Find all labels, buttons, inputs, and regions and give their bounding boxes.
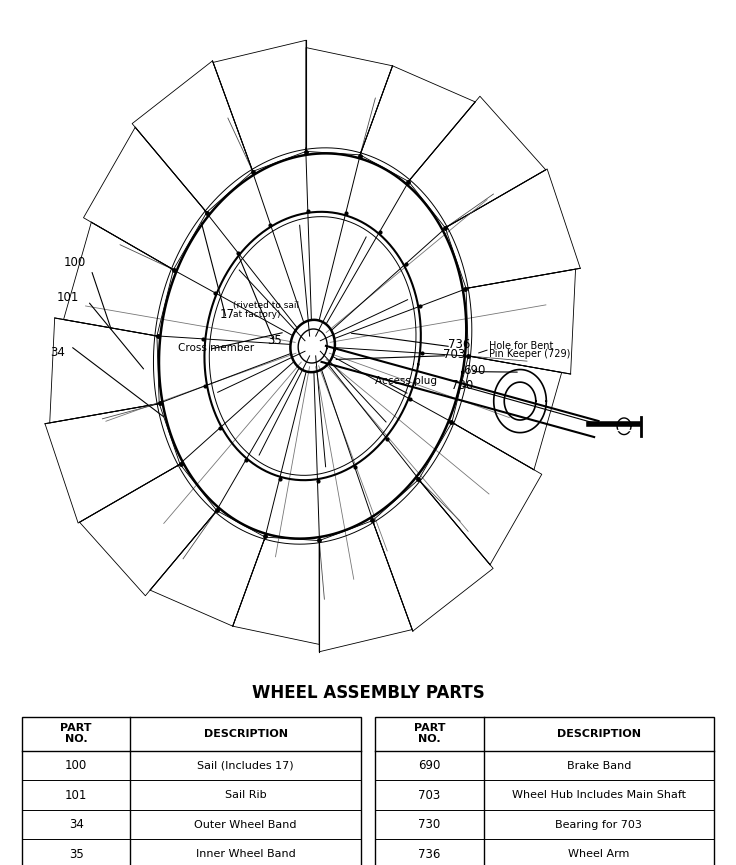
Text: Hole for Bent: Hole for Bent	[489, 341, 553, 351]
Polygon shape	[452, 356, 562, 470]
Polygon shape	[63, 222, 174, 336]
Text: 690: 690	[418, 759, 441, 772]
Text: DESCRIPTION: DESCRIPTION	[557, 728, 641, 739]
Text: Wheel Hub Includes Main Shaft: Wheel Hub Includes Main Shaft	[512, 790, 686, 800]
Text: at factory): at factory)	[233, 311, 280, 319]
Polygon shape	[319, 521, 412, 651]
Polygon shape	[132, 61, 252, 213]
Text: 35: 35	[268, 334, 283, 347]
Text: Cross member: Cross member	[177, 343, 254, 353]
Polygon shape	[419, 422, 542, 565]
Text: 703: 703	[418, 789, 441, 802]
Text: (riveted to sail: (riveted to sail	[233, 301, 300, 311]
Text: 101: 101	[57, 291, 79, 304]
Text: Wheel Arm: Wheel Arm	[568, 849, 629, 859]
Text: 35: 35	[69, 848, 84, 861]
Text: 730: 730	[418, 818, 441, 831]
Polygon shape	[360, 66, 475, 182]
Text: WHEEL ASSEMBLY PARTS: WHEEL ASSEMBLY PARTS	[252, 684, 484, 702]
Text: 100: 100	[63, 256, 86, 270]
Text: Pin Keeper (729): Pin Keeper (729)	[489, 349, 570, 359]
Text: 736: 736	[418, 848, 441, 861]
Text: Bearing for 703: Bearing for 703	[556, 819, 643, 830]
Text: 100: 100	[65, 759, 88, 772]
Bar	[22, 716, 361, 865]
Text: PART
NO.: PART NO.	[414, 723, 445, 745]
Bar	[375, 716, 714, 865]
Text: DESCRIPTION: DESCRIPTION	[204, 728, 288, 739]
Text: Outer Wheel Band: Outer Wheel Band	[194, 819, 297, 830]
Text: 34: 34	[68, 818, 84, 831]
Text: 34: 34	[49, 346, 65, 360]
Polygon shape	[150, 510, 265, 626]
Text: Access plug: Access plug	[375, 375, 437, 386]
Text: 703: 703	[443, 349, 465, 362]
Polygon shape	[408, 96, 545, 227]
Text: 730: 730	[451, 379, 473, 392]
Text: 17: 17	[219, 308, 234, 322]
Text: 690: 690	[464, 363, 486, 377]
Polygon shape	[45, 404, 180, 523]
Polygon shape	[233, 537, 319, 644]
Polygon shape	[79, 465, 217, 596]
Text: Brake Band: Brake Band	[567, 760, 631, 771]
Polygon shape	[50, 318, 159, 423]
Text: PART
NO.: PART NO.	[60, 723, 92, 745]
Polygon shape	[466, 269, 576, 374]
Polygon shape	[445, 169, 580, 288]
Polygon shape	[372, 479, 493, 631]
Polygon shape	[306, 48, 392, 155]
Text: Sail Rib: Sail Rib	[224, 790, 266, 800]
Polygon shape	[83, 127, 207, 270]
Text: Inner Wheel Band: Inner Wheel Band	[196, 849, 295, 859]
Text: 101: 101	[65, 789, 88, 802]
Text: Sail (Includes 17): Sail (Includes 17)	[197, 760, 294, 771]
Polygon shape	[213, 41, 306, 171]
Text: 736: 736	[447, 338, 470, 351]
